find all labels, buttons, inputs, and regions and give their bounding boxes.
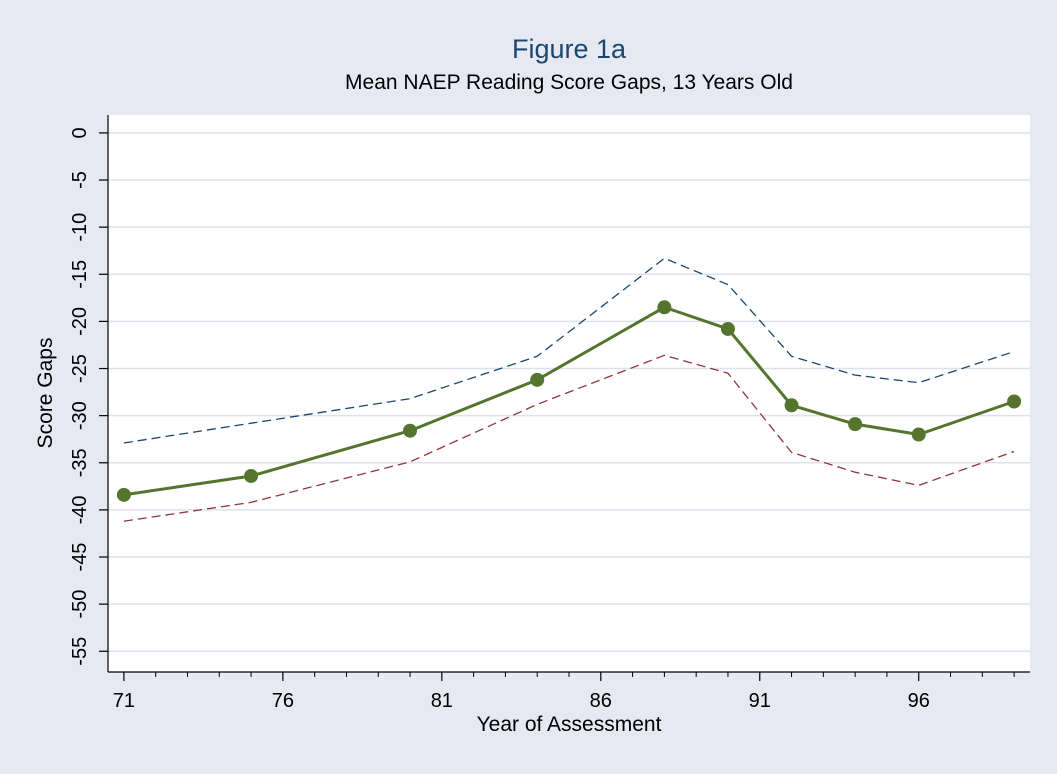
y-tick-label: -55 — [69, 637, 91, 666]
point — [657, 300, 672, 315]
y-axis-label: Score Gaps — [34, 338, 57, 449]
point — [530, 372, 545, 387]
point — [1007, 394, 1022, 409]
y-tick-label: -10 — [69, 213, 91, 242]
point — [116, 487, 131, 502]
y-tick-label: -20 — [69, 307, 91, 336]
y-tick-label: -25 — [69, 354, 91, 383]
point — [244, 468, 259, 483]
y-tick-label: -30 — [69, 401, 91, 430]
y-tick-label: -50 — [69, 590, 91, 619]
x-tick-label: 71 — [113, 690, 135, 712]
x-tick-label: 76 — [272, 690, 294, 712]
series-line — [123, 354, 1015, 522]
x-axis-label: Year of Assessment — [477, 713, 662, 736]
y-tick-label: -40 — [69, 495, 91, 524]
y-tick-label: -45 — [69, 543, 91, 572]
point — [403, 423, 418, 438]
x-tick-label: 96 — [908, 690, 930, 712]
point — [848, 417, 863, 432]
y-tick-label: -15 — [69, 260, 91, 289]
y-tick-label: -35 — [69, 448, 91, 477]
plot-area — [108, 115, 1030, 672]
y-tick-label: -5 — [69, 171, 91, 189]
y-tick-label: 0 — [69, 127, 91, 138]
point — [720, 321, 735, 336]
point — [784, 398, 799, 413]
chart-title: Figure 1a — [512, 34, 627, 64]
series-line — [123, 257, 1015, 444]
x-tick-label: 81 — [431, 690, 453, 712]
chart-subtitle: Mean NAEP Reading Score Gaps, 13 Years O… — [345, 71, 793, 94]
point — [911, 427, 926, 442]
series-line — [123, 305, 1015, 497]
x-tick-label: 86 — [590, 690, 612, 712]
x-tick-label: 91 — [749, 690, 771, 712]
